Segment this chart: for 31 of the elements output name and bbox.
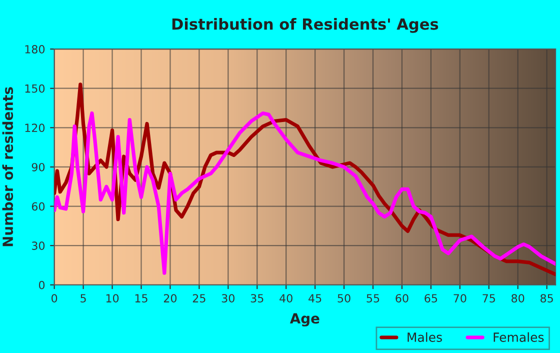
x-tick-label: 45 [308, 294, 322, 302]
y-tick-label: 90 [32, 162, 45, 172]
x-tick-label: 15 [135, 294, 148, 302]
x-tick-label: 5 [80, 294, 86, 302]
y-tick-label: 60 [32, 202, 45, 211]
x-tick-label: 55 [366, 294, 380, 302]
x-tick-label: 75 [482, 294, 495, 302]
y-tick-label: 30 [32, 242, 45, 250]
x-tick-label: 60 [396, 294, 408, 302]
x-axis-title: Age [290, 313, 320, 326]
legend-label: Females [494, 332, 544, 342]
x-tick-label: 40 [280, 294, 292, 302]
x-tick-label: 85 [540, 294, 553, 302]
y-tick-label: 150 [25, 84, 45, 93]
legend-label: Males [408, 332, 442, 342]
x-tick-label: 20 [164, 294, 177, 302]
x-tick-label: 70 [454, 294, 466, 302]
x-tick-label: 0 [52, 294, 58, 302]
chart-title: Distribution of Residents' Ages [172, 18, 438, 33]
line-series [54, 111, 556, 275]
y-tick-label: 120 [25, 124, 45, 132]
x-tick-label: 25 [192, 294, 206, 302]
x-tick-label: 50 [338, 294, 350, 302]
x-tick-label: 30 [222, 294, 234, 302]
y-tick-label: 180 [25, 45, 45, 54]
x-tick-label: 35 [250, 294, 264, 302]
y-tick-label: 0 [38, 280, 45, 290]
x-tick-label: 10 [106, 294, 119, 302]
x-tick-label: 65 [424, 294, 438, 302]
x-tick-label: 80 [512, 294, 524, 302]
y-axis-title: Number of residents [2, 87, 14, 246]
